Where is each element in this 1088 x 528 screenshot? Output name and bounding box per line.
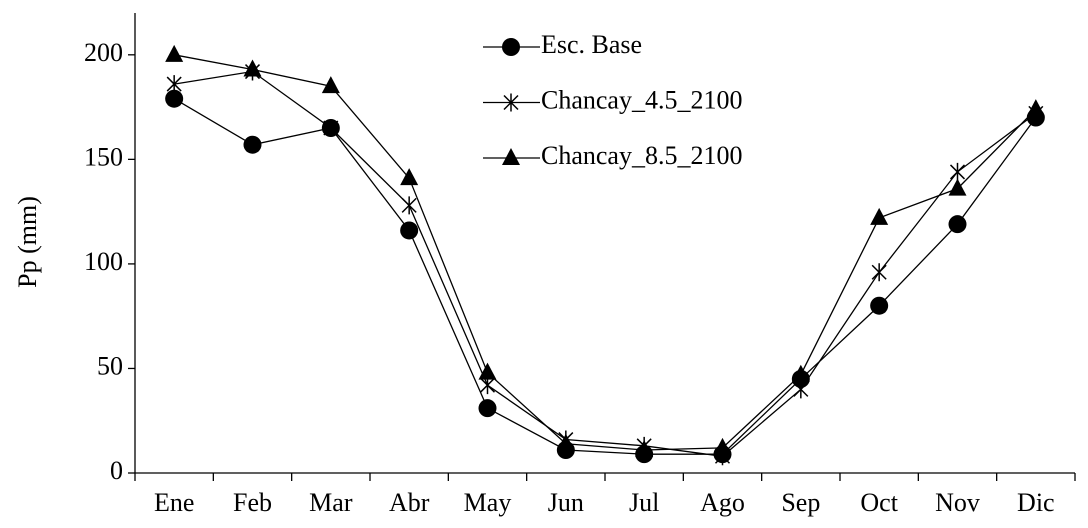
circle	[165, 89, 184, 108]
y-tick-label: 0	[110, 456, 123, 485]
legend-label: Chancay_8.5_2100	[541, 141, 742, 170]
marker-circle	[243, 135, 262, 154]
circle	[948, 215, 967, 234]
legend-label: Esc. Base	[541, 30, 642, 59]
marker-triangle	[713, 437, 732, 455]
marker-circle	[870, 296, 889, 315]
marker-star	[503, 93, 519, 112]
marker-circle	[400, 221, 419, 240]
marker-circle	[165, 89, 184, 108]
marker-star	[166, 75, 182, 94]
star	[793, 380, 809, 399]
triangle	[400, 168, 419, 186]
marker-triangle	[243, 59, 262, 77]
legend-label: Chancay_4.5_2100	[541, 85, 742, 114]
x-tick-label: Feb	[233, 488, 272, 517]
marker-star	[793, 380, 809, 399]
x-tick-label: Jul	[629, 488, 659, 517]
marker-circle	[478, 399, 497, 418]
triangle	[948, 178, 967, 196]
circle	[400, 221, 419, 240]
marker-triangle	[478, 362, 497, 380]
circle	[870, 296, 889, 315]
x-tick-label: Ago	[700, 488, 745, 517]
triangle	[713, 437, 732, 455]
y-tick-label: 100	[84, 247, 123, 276]
marker-circle	[502, 38, 520, 56]
marker-triangle	[635, 440, 654, 457]
marker-star	[949, 162, 966, 181]
triangle	[635, 440, 654, 457]
star	[871, 263, 887, 282]
x-tick-label: May	[464, 488, 512, 517]
y-axis-label: Pp (mm)	[13, 196, 42, 288]
triangle	[556, 433, 575, 451]
marker-triangle	[948, 178, 967, 196]
triangle	[1026, 99, 1045, 117]
series-line	[173, 98, 1037, 455]
triangle	[791, 364, 810, 382]
triangle	[321, 76, 340, 94]
circle	[243, 135, 262, 154]
triangle	[870, 207, 889, 225]
circle	[502, 38, 520, 56]
star	[503, 93, 519, 112]
x-tick-label: Jun	[548, 488, 584, 517]
marker-triangle	[1026, 99, 1045, 117]
y-tick-label: 50	[97, 351, 123, 380]
marker-triangle	[870, 207, 889, 225]
star	[401, 196, 417, 215]
triangle	[243, 59, 262, 77]
triangle	[478, 362, 497, 380]
marker-star	[871, 263, 887, 282]
marker-triangle	[556, 433, 575, 451]
star	[949, 162, 966, 181]
triangle	[165, 44, 184, 62]
triangle	[502, 148, 520, 165]
marker-triangle	[791, 364, 810, 382]
series-line	[174, 54, 1037, 451]
x-tick-label: Dic	[1017, 488, 1055, 517]
x-tick-label: Mar	[309, 488, 353, 517]
marker-triangle	[321, 76, 340, 94]
star	[323, 119, 339, 137]
marker-triangle	[165, 44, 184, 62]
marker-circle	[948, 215, 967, 234]
x-tick-label: Sep	[781, 488, 820, 517]
marker-triangle	[502, 148, 520, 165]
x-tick-label: Abr	[389, 488, 430, 517]
marker-star	[401, 196, 417, 215]
x-tick-label: Nov	[935, 488, 980, 517]
y-tick-label: 150	[84, 142, 123, 171]
x-tick-label: Ene	[154, 488, 194, 517]
marker-star	[323, 119, 339, 137]
circle	[478, 399, 497, 418]
marker-triangle	[400, 168, 419, 186]
star	[166, 75, 182, 94]
x-tick-label: Oct	[860, 488, 898, 517]
series-line	[174, 70, 1037, 457]
y-tick-label: 200	[84, 38, 123, 67]
